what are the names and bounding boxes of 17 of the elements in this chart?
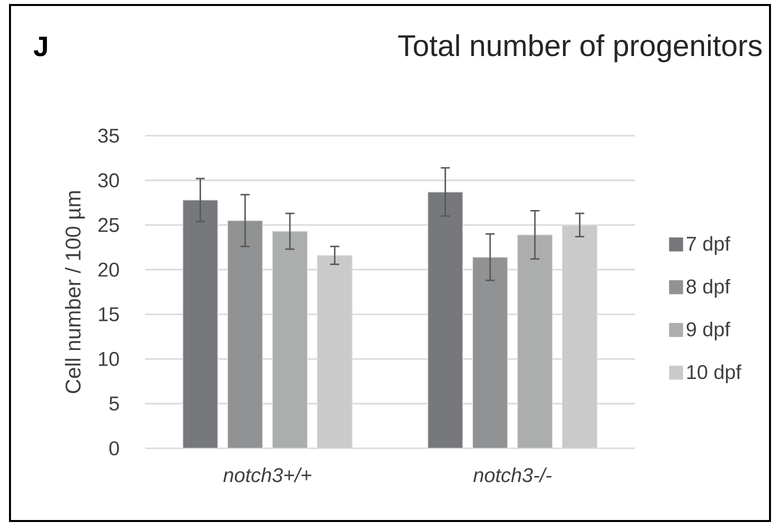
y-tick-label: 5: [109, 396, 119, 411]
y-tick-label: 30: [98, 173, 119, 188]
x-tick-label: notch3+/+: [223, 468, 312, 482]
y-tick-label: 0: [109, 441, 119, 456]
y-axis-title: Cell number / 100 µm: [64, 191, 85, 394]
legend-label: 9 dpf: [686, 322, 730, 340]
x-tick-label: notch3-/-: [473, 468, 552, 482]
legend-label: 7 dpf: [686, 236, 730, 255]
legend-label: 10 dpf: [687, 364, 742, 384]
y-tick-label: 10: [99, 352, 119, 366]
y-tick-label: 35: [98, 128, 119, 143]
y-tick-label: 20: [98, 262, 119, 277]
y-tick-label: 25: [98, 218, 119, 232]
chart-title: Total number of progenitors: [398, 34, 762, 62]
y-tick-label: 15: [99, 307, 119, 322]
legend-label: 8 dpf: [686, 278, 730, 298]
text: J: [34, 36, 47, 56]
